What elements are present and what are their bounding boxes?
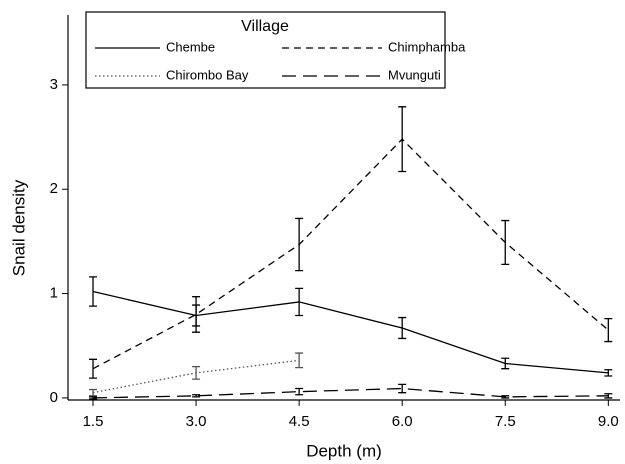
y-tick-label: 3	[50, 76, 58, 93]
series-line	[92, 387, 609, 399]
error-bar	[398, 316, 407, 340]
error-bar	[192, 296, 201, 333]
error-bar	[89, 358, 98, 379]
legend-label: Chembe	[166, 39, 215, 54]
legend-title: Village	[241, 18, 289, 35]
error-bar	[192, 365, 201, 380]
x-tick-label: 1.5	[83, 413, 104, 430]
x-tick-label: 6.0	[392, 413, 413, 430]
y-tick-label: 0	[50, 389, 58, 406]
x-tick-label: 4.5	[289, 413, 310, 430]
error-bar	[89, 396, 98, 400]
x-tick-label: 9.0	[598, 413, 619, 430]
error-bar	[604, 369, 613, 377]
series-line	[92, 290, 609, 374]
error-bar	[192, 394, 201, 398]
error-bar	[295, 287, 304, 317]
error-bar	[604, 393, 613, 399]
error-bar	[89, 388, 98, 397]
y-tick-label: 2	[50, 180, 58, 197]
error-bar	[501, 357, 510, 370]
error-bar	[604, 317, 613, 343]
error-bar	[398, 106, 407, 173]
error-bar	[398, 383, 407, 394]
x-tick-label: 7.5	[495, 413, 516, 430]
legend-label: Mvunguti	[388, 67, 441, 82]
legend-label: Chirombo Bay	[166, 67, 249, 82]
error-bar	[501, 219, 510, 266]
x-tick-label: 3.0	[186, 413, 207, 430]
error-bar	[295, 217, 304, 272]
error-bar	[295, 352, 304, 369]
legend-label: Chimphamba	[388, 39, 466, 54]
error-bar	[295, 387, 304, 396]
x-axis-label: Depth (m)	[306, 441, 382, 460]
legend-box	[85, 11, 446, 89]
error-bar	[89, 276, 98, 307]
y-tick-label: 1	[50, 285, 58, 302]
y-axis-label: Snail density	[9, 179, 28, 276]
series-line	[92, 138, 609, 370]
error-bar	[501, 395, 510, 399]
